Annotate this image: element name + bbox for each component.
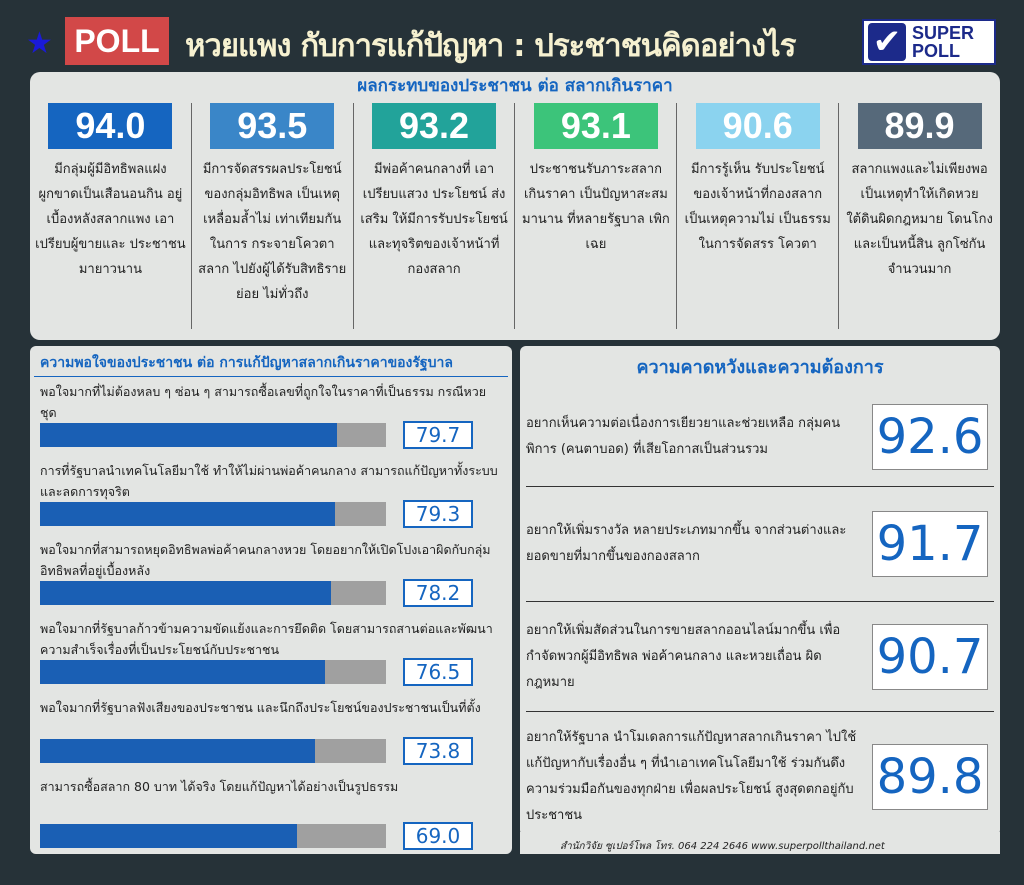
impact-panel: ผลกระทบของประชาชน ต่อ สลากเกินราคา 94.0 ม… [30,72,1000,340]
bar-label: พอใจมากที่สามารถหยุดอิทธิพลพ่อค้าคนกลางห… [40,542,491,578]
expectation-item: อยากให้เพิ่มสัดส่วนในการขายสลากออนไลน์มา… [526,602,994,712]
bar-label: การที่รัฐบาลนำเทคโนโลยีมาใช้ ทำให้ไม่ผ่า… [40,463,498,499]
impact-text: ประชาชนรับภาระสลาก เกินราคา เป็นปัญหาสะส… [522,162,670,252]
satisfaction-item: สามารถซื้อสลาก 80 บาท ได้จริง โดยแก้ปัญห… [30,772,512,851]
impact-item: 93.2 มีพ่อค้าคนกลางที่ เอาเปรียบแสวง ประโ… [354,103,516,329]
expectation-value: 91.7 [872,511,988,577]
bar-value-label: 78.2 [403,579,473,607]
impact-text: สลากแพงและไม่เพียงพอ เป็นเหตุทำให้เกิดหว… [846,162,993,277]
impact-value: 93.2 [372,103,497,149]
bar-value-label: 79.7 [403,421,473,449]
bar-label: สามารถซื้อสลาก 80 บาท ได้จริง โดยแก้ปัญห… [40,779,399,794]
impact-item: 94.0 มีกลุ่มผู้มีอิทธิพลแฝง ผูกขาดเป็นเสื… [30,103,192,329]
impact-title: ผลกระทบของประชาชน ต่อ สลากเกินราคา [357,76,673,96]
bar-track [40,824,386,848]
impact-value: 89.9 [857,103,982,149]
bar-track [40,581,386,605]
super-poll-logo: ✔ SUPER POLL [862,19,996,65]
satisfaction-item: พอใจมากที่สามารถหยุดอิทธิพลพ่อค้าคนกลางห… [30,535,512,614]
bar [40,502,336,526]
impact-value: 90.6 [695,103,820,149]
bar-value-label: 76.5 [403,658,473,686]
impact-text: มีกลุ่มผู้มีอิทธิพลแฝง ผูกขาดเป็นเสือนอน… [35,162,186,277]
expectation-value: 89.8 [872,744,988,810]
impact-item: 89.9 สลากแพงและไม่เพียงพอ เป็นเหตุทำให้เก… [839,103,1000,329]
expectation-item: อยากให้เพิ่มรางวัล หลายประเภทมากขึ้น จาก… [526,487,994,602]
impact-text: มีการจัดสรรผลประโยชน์ ของกลุ่มอิทธิพล เป… [198,162,347,302]
satisfaction-item: พอใจมากที่รัฐบาลฟังเสียงของประชาชน และนึ… [30,693,512,772]
expectation-text: อยากเห็นความต่อเนื่องการเยียวยาและช่วยเห… [526,415,841,457]
impact-item: 93.5 มีการจัดสรรผลประโยชน์ ของกลุ่มอิทธิพ… [192,103,354,329]
expectation-value: 92.6 [872,403,988,470]
bar [40,581,331,605]
bar-track [40,660,386,684]
bar-label: พอใจมากที่ไม่ต้องหลบ ๆ ซ่อน ๆ สามารถซื้อ… [40,384,487,420]
bar [40,739,315,763]
bar-track [40,502,386,526]
satisfaction-panel: ความพอใจของประชาชน ต่อ การแก้ปัญหาสลากเก… [30,346,512,854]
expectation-item: อยากให้รัฐบาล นำโมเดลการแก้ปัญหาสลากเกิน… [526,712,994,842]
expectation-item: อยากเห็นความต่อเนื่องการเยียวยาและช่วยเห… [526,387,994,487]
expectation-title: ความคาดหวังและความต้องการ [636,357,884,378]
bar-track [40,423,386,447]
bar [40,824,297,848]
satisfaction-item: พอใจมากที่รัฐบาลก้าวข้ามความขัดแย้งและกา… [30,614,512,693]
impact-value: 94.0 [48,103,173,149]
impact-value: 93.1 [533,103,658,149]
expectation-text: อยากให้เพิ่มรางวัล หลายประเภทมากขึ้น จาก… [526,523,847,564]
bar-track [40,739,386,763]
expectation-panel: ความคาดหวังและความต้องการ อยากเห็นความต่… [520,346,1000,836]
bar-label: พอใจมากที่รัฐบาลฟังเสียงของประชาชน และนึ… [40,700,481,715]
satisfaction-title: ความพอใจของประชาชน ต่อ การแก้ปัญหาสลากเก… [34,346,508,377]
impact-item: 90.6 มีการรู้เห็น รับประโยชน์ ของเจ้าหน้า… [677,103,840,329]
star-icon: ★ [26,26,53,61]
bar-label: พอใจมากที่รัฐบาลก้าวข้ามความขัดแย้งและกา… [40,621,493,657]
page-title: หวยแพง กับการแก้ปัญหา : ประชาชนคิดอย่างไ… [185,28,796,64]
bar [40,660,325,684]
bar-value-label: 69.0 [403,822,473,850]
impact-text: มีพ่อค้าคนกลางที่ เอาเปรียบแสวง ประโยชน์… [360,162,508,277]
checkmark-icon: ✔ [868,22,906,62]
bar [40,423,337,447]
impact-value: 93.5 [210,103,335,149]
bar-value-label: 73.8 [403,737,473,765]
poll-badge: POLL [65,17,169,65]
expectation-value: 90.7 [872,623,988,690]
expectation-text: อยากให้รัฐบาล นำโมเดลการแก้ปัญหาสลากเกิน… [526,730,857,823]
satisfaction-item: พอใจมากที่ไม่ต้องหลบ ๆ ซ่อน ๆ สามารถซื้อ… [30,377,512,456]
impact-text: มีการรู้เห็น รับประโยชน์ ของเจ้าหน้าที่ก… [684,162,831,252]
bar-value-label: 79.3 [403,500,473,528]
impact-item: 93.1 ประชาชนรับภาระสลาก เกินราคา เป็นปัญห… [515,103,678,329]
satisfaction-item: การที่รัฐบาลนำเทคโนโลยีมาใช้ ทำให้ไม่ผ่า… [30,456,512,535]
footer-credit: สำนักวิจัย ซูเปอร์โพล โทร. 064 224 2646 … [560,841,885,852]
expectation-text: อยากให้เพิ่มสัดส่วนในการขายสลากออนไลน์มา… [526,622,841,690]
